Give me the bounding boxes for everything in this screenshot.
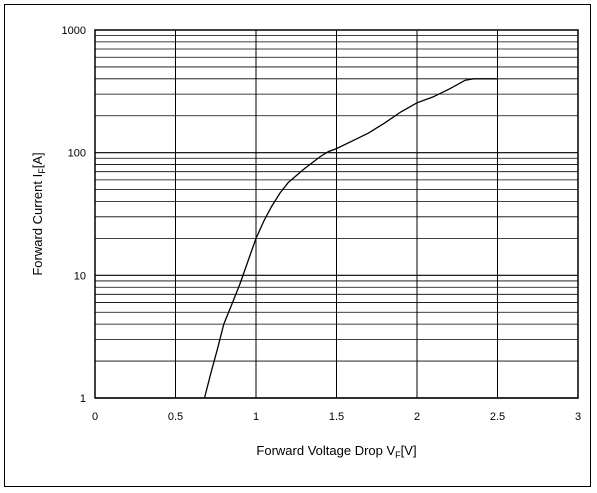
- x-tick-label: 2.5: [490, 411, 505, 423]
- chart-frame: [4, 4, 591, 487]
- y-tick-label: 1000: [62, 25, 86, 37]
- major-gridlines: [94, 30, 579, 399]
- x-axis-label: Forward Voltage Drop VF[V]: [256, 443, 416, 460]
- x-tick-label: 0: [92, 411, 98, 423]
- x-tick-label: 2: [414, 411, 420, 423]
- y-tick-label: 10: [74, 270, 86, 282]
- x-tick-label: 1: [253, 411, 259, 423]
- x-tick-label: 0.5: [168, 411, 183, 423]
- plot-area: [94, 29, 579, 399]
- x-tick-labels: 0 0.5 1 1.5 2 2.5 3: [92, 411, 581, 423]
- x-tick-label: 3: [575, 411, 581, 423]
- y-tick-label: 1: [80, 393, 86, 405]
- x-tick-label: 1.5: [329, 411, 344, 423]
- y-axis-label: Forward Current IF[A]: [30, 152, 47, 275]
- series-line: [203, 78, 498, 399]
- y-tick-labels: 1 10 100 1000: [62, 25, 86, 405]
- y-tick-label: 100: [68, 148, 86, 160]
